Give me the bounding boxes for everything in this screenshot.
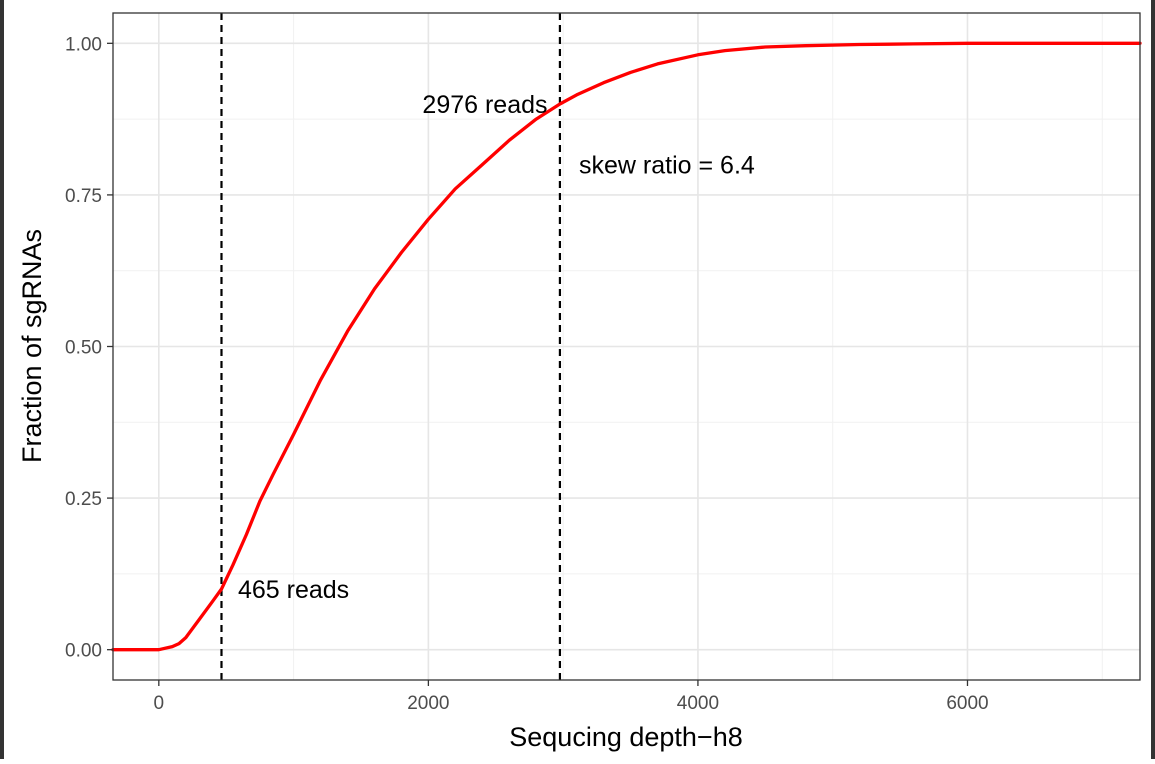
y-axis: 0.00 0.25 0.50 0.75 1.00 bbox=[65, 34, 113, 662]
y-tick-label: 0.75 bbox=[65, 186, 102, 207]
y-tick-label: 0.25 bbox=[65, 489, 102, 510]
annotation-label: 465 reads bbox=[238, 576, 349, 604]
y-tick-label: 1.00 bbox=[65, 34, 102, 55]
x-axis: 0 2000 4000 6000 bbox=[154, 680, 989, 714]
x-axis-label: Sequcing depth−h8 bbox=[509, 722, 742, 752]
y-axis-label: Fraction of sgRNAs bbox=[17, 229, 47, 463]
x-tick-label: 0 bbox=[154, 693, 165, 714]
grid-minor bbox=[113, 13, 1140, 680]
y-tick-label: 0.50 bbox=[65, 338, 102, 359]
annotations: 465 reads 2976 reads skew ratio = 6.4 bbox=[238, 91, 755, 604]
x-tick-label: 6000 bbox=[946, 693, 988, 714]
annotation-label: skew ratio = 6.4 bbox=[579, 152, 755, 180]
reference-lines bbox=[220, 13, 562, 680]
annotation-label: 2976 reads bbox=[422, 91, 547, 119]
cdf-line bbox=[111, 41, 1142, 652]
x-tick-label: 4000 bbox=[677, 693, 719, 714]
y-tick-label: 0.00 bbox=[65, 641, 102, 662]
window-edge-left bbox=[0, 0, 4, 759]
x-tick-label: 2000 bbox=[407, 693, 449, 714]
window-edge-right bbox=[1151, 0, 1155, 759]
data-series bbox=[111, 41, 1142, 652]
grid-major bbox=[113, 13, 1140, 680]
